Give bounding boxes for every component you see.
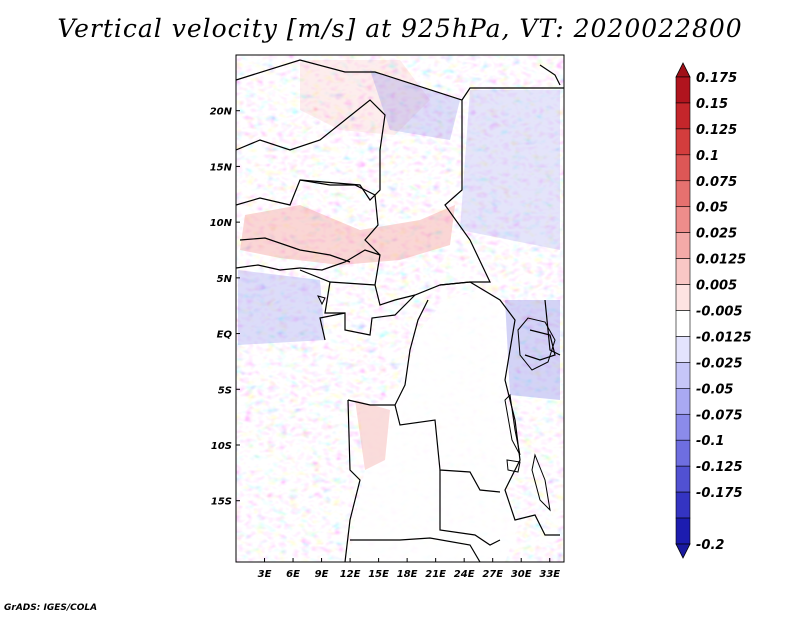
lat-tick-label: 15N [210,162,233,173]
colorbar-swatch [675,180,691,208]
longitude-axis: 3E 6E 9E 12E 15E 18E 21E 24E 27E 30E 33E [258,558,560,580]
colorbar: 0.175 0.15 0.125 0.1 0.075 0.05 0.025 0.0125 0.0… [675,62,752,559]
lat-tick-label: 10S [211,441,232,452]
colorbar-label: -0.1 [696,434,724,449]
chart-title: Vertical velocity [m/s] at 925hPa, VT: 2… [57,14,743,43]
lat-tick-label: 5N [217,274,233,285]
colorbar-swatch [675,310,691,337]
colorbar-swatch [675,102,691,130]
colorbar-swatch [675,206,691,233]
colorbar-swatch [675,413,691,441]
latitude-axis: 20N 15N 10N 5N EQ 5S 10S 15S [210,107,240,508]
colorbar-swatch [675,465,691,493]
colorbar-label: -0.05 [696,382,733,397]
colorbar-swatch [675,154,691,182]
colorbar-top-arrow [675,62,691,78]
lon-tick-label: 33E [539,569,560,580]
descent-zone-gulf [238,270,325,345]
colorbar-label: -0.125 [696,460,743,475]
colorbar-label: -0.2 [696,538,724,553]
colorbar-swatch [675,439,691,467]
colorbar-swatch [675,336,691,363]
lon-tick-label: 3E [258,569,272,580]
lat-tick-label: EQ [217,330,233,341]
colorbar-label: 0.15 [696,97,728,112]
colorbar-bottom-arrow [675,543,691,559]
lon-tick-label: 18E [397,569,418,580]
colorbar-label: 0.075 [696,175,737,190]
colorbar-swatch [675,76,691,104]
lon-tick-label: 27E [482,569,503,580]
colorbar-swatch [675,388,691,415]
colorbar-label: 0.1 [696,149,719,164]
descent-zone-east [460,90,560,250]
colorbar-swatch [675,128,691,156]
colorbar-swatch [675,491,691,519]
velocity-field [236,55,564,562]
colorbar-swatch [675,362,691,389]
lon-tick-label: 15E [368,569,389,580]
lat-tick-label: 10N [210,218,233,229]
grads-credit: GrADS: IGES/COLA [4,603,98,613]
colorbar-label: -0.075 [696,408,743,423]
colorbar-swatch [675,284,691,311]
lon-tick-label: 9E [315,569,329,580]
colorbar-swatch [675,232,691,259]
colorbar-label: 0.05 [696,201,728,216]
colorbar-label: 0.175 [696,71,737,86]
country-boundaries [236,59,564,562]
colorbar-label: 0.025 [696,227,737,242]
lon-tick-label: 12E [340,569,361,580]
ascent-zone-angola-coast [355,400,390,470]
colorbar-label: -0.025 [696,356,743,371]
lon-tick-label: 6E [286,569,300,580]
colorbar-label: 0.0125 [696,253,746,268]
colorbar-label: 0.125 [696,123,737,138]
descent-zone-sahara [370,70,460,140]
lon-tick-label: 24E [454,569,475,580]
lake-outlines [317,295,556,512]
lat-tick-label: 15S [211,497,232,508]
colorbar-label: -0.005 [696,305,743,320]
colorbar-label: -0.0125 [696,330,752,345]
colorbar-label: 0.005 [696,279,737,294]
map-frame [235,54,565,563]
colorbar-label: -0.175 [696,486,743,501]
lon-tick-label: 21E [425,569,446,580]
ascent-zone-sahel [240,205,455,265]
colorbar-swatch [675,258,691,285]
lat-tick-label: 20N [210,107,233,118]
lon-tick-label: 30E [511,569,532,580]
lat-tick-label: 5S [218,385,232,396]
colorbar-swatch [675,517,691,545]
